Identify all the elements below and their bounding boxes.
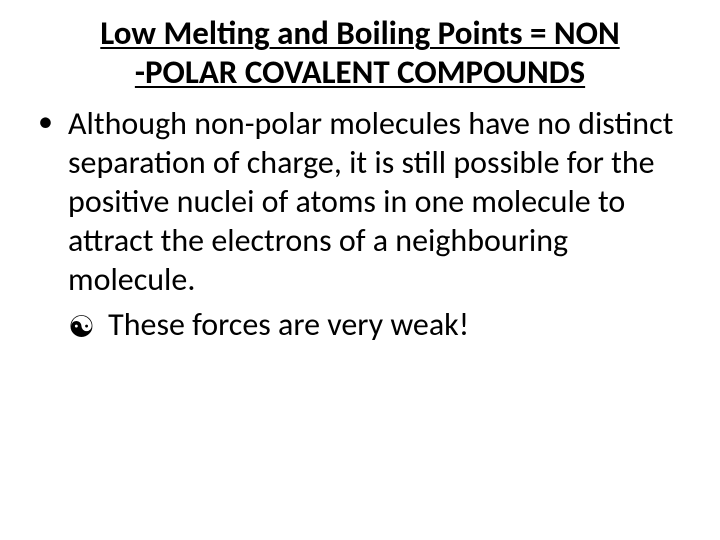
slide-body: Although non-polar molecules have no dis…	[28, 104, 692, 347]
bullet-list: Although non-polar molecules have no dis…	[28, 104, 692, 299]
title-line-2: -POLAR COVALENT COMPOUNDS	[28, 53, 692, 92]
bullet-text: Although non-polar molecules have no dis…	[68, 104, 673, 299]
yinyang-icon: ☯	[68, 310, 95, 347]
bullet-item: Although non-polar molecules have no dis…	[28, 104, 692, 299]
sub-line: ☯ These forces are very weak!	[28, 305, 692, 347]
title-line-1: Low Melting and Boiling Points = NON	[28, 14, 692, 53]
sub-text: These forces are very weak!	[108, 305, 469, 344]
slide: Low Melting and Boiling Points = NON -PO…	[0, 0, 720, 540]
slide-title: Low Melting and Boiling Points = NON -PO…	[28, 14, 692, 92]
